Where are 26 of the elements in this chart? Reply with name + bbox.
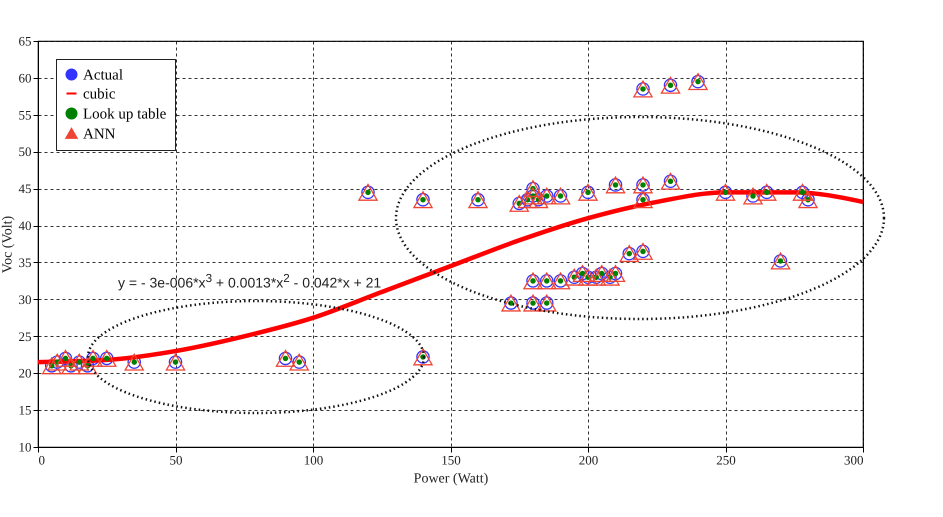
y-tick-label: 20 (18, 366, 32, 381)
y-tick-label: 15 (18, 402, 32, 418)
y-axis-title: Voc (Volt) (0, 215, 16, 274)
y-tick-label: 65 (18, 34, 32, 48)
legend-label: Look up table (83, 106, 167, 122)
legend-label: Actual (83, 68, 123, 84)
annotation: y = - 3e-006*x$^{3}$ + 0.0013*x$^{2}$ - 0.042*x + 21 (118, 272, 382, 291)
x-tick-label: 300 (844, 452, 864, 468)
x-tick-label: 150 (441, 452, 461, 468)
y-tick-label: 60 (18, 70, 32, 86)
x-tick-label: 0 (38, 452, 45, 468)
y-tick-label: 40 (18, 218, 32, 234)
legend-label: ANN (83, 126, 116, 142)
y-tick-label: 50 (18, 144, 32, 160)
x-tick-label: 100 (304, 452, 324, 468)
y-tick-label: 30 (18, 292, 32, 307)
y-tick-label: 45 (18, 181, 32, 196)
x-tick-label: 50 (170, 452, 182, 468)
y-tick-label: 25 (18, 328, 32, 344)
y-tick-label: 35 (18, 254, 32, 270)
x-tick-label: 250 (716, 452, 736, 468)
y-tick-label: 55 (18, 107, 32, 122)
x-tick-label: 200 (578, 452, 598, 468)
legend-label: cubic (83, 86, 116, 102)
x-axis-title: Power (Watt) (414, 472, 489, 486)
y-tick-label: 10 (18, 440, 32, 454)
